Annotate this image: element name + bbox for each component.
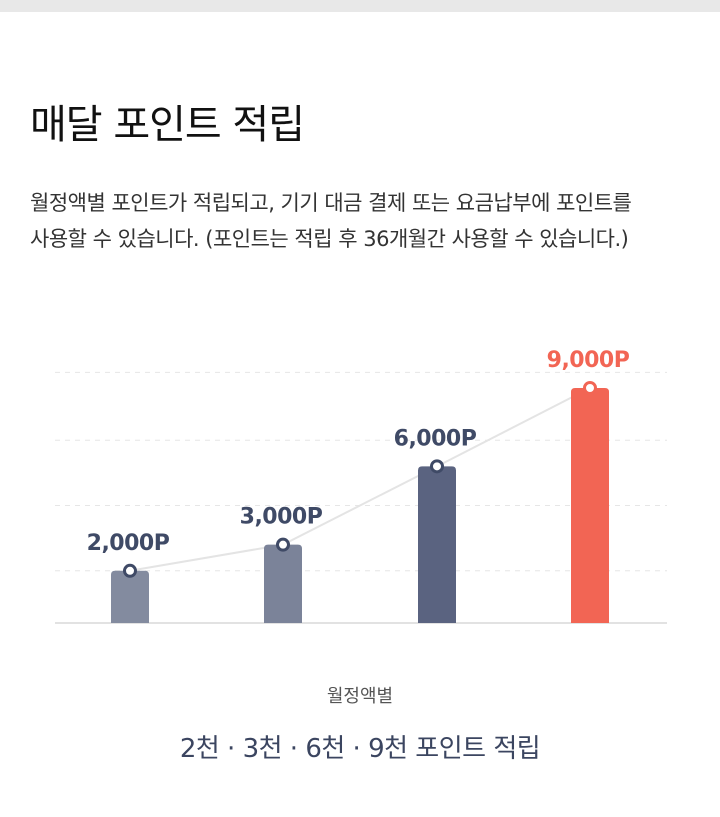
data-point-marker xyxy=(123,563,137,578)
data-point-marker xyxy=(276,537,290,552)
page-title: 매달 포인트 적립 xyxy=(30,102,305,148)
description-line-1: 월정액별 포인트가 적립되고, 기기 대금 결제 또는 요금납부에 포인트를 xyxy=(30,191,632,215)
bar xyxy=(571,388,609,623)
data-label: 3,000P xyxy=(240,505,323,530)
data-label: 2,000P xyxy=(87,531,170,556)
data-point-marker xyxy=(430,459,444,474)
points-summary: 2천 · 3천 · 6천 · 9천 포인트 적립 xyxy=(179,734,541,764)
bar xyxy=(111,570,149,623)
top-divider-bar xyxy=(0,0,720,12)
data-label: 6,000P xyxy=(394,426,477,451)
bar xyxy=(264,544,302,623)
description-line-2: 사용할 수 있습니다. (포인트는 적립 후 36개월간 사용할 수 있습니다.… xyxy=(30,227,629,251)
bar xyxy=(418,466,456,623)
data-point-marker xyxy=(583,381,597,395)
trend-line xyxy=(129,387,591,572)
x-axis-caption: 월정액별 xyxy=(326,686,394,707)
data-label: 9,000P xyxy=(547,348,630,373)
description: 월정액별 포인트가 적립되고, 기기 대금 결제 또는 요금납부에 포인트를 사… xyxy=(30,185,695,257)
